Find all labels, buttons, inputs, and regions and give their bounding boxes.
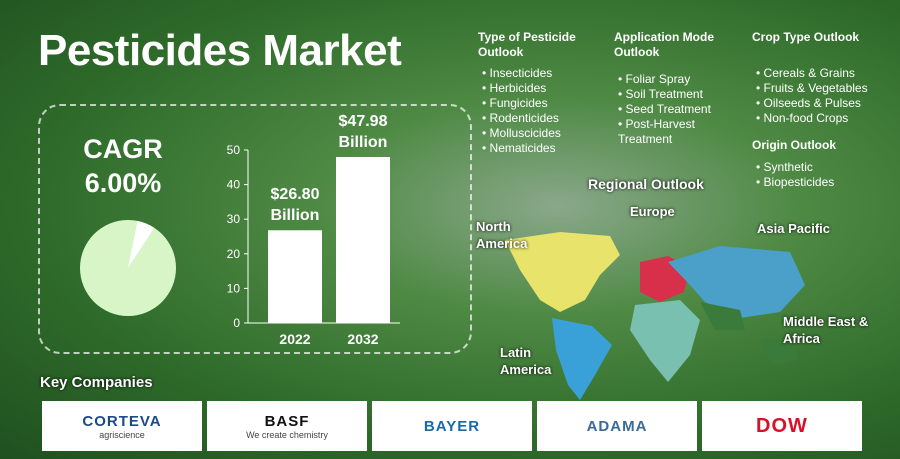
outlook-item: Fungicides bbox=[482, 96, 602, 111]
world-map bbox=[505, 232, 805, 400]
company-logo: CORTEVA agriscience bbox=[42, 401, 202, 451]
region-label: Asia Pacific bbox=[757, 221, 830, 236]
outlook-title: Application Mode Outlook bbox=[614, 30, 714, 59]
y-tick-label: 0 bbox=[233, 316, 240, 330]
company-name: DOW bbox=[756, 414, 808, 437]
map-south-america bbox=[552, 318, 612, 400]
outlook-item: Oilseeds & Pulses bbox=[756, 96, 876, 111]
outlook-item: Post-Harvest Treatment bbox=[618, 117, 738, 147]
region-label: Latin America bbox=[500, 345, 552, 377]
company-name: CORTEVA bbox=[82, 412, 162, 430]
cagr-label: CAGR bbox=[83, 134, 163, 164]
map-asia bbox=[668, 246, 805, 318]
region-label: Europe bbox=[630, 204, 675, 219]
outlook-title: Type of Pesticide Outlook bbox=[478, 30, 576, 59]
y-tick-label: 30 bbox=[227, 212, 241, 226]
title: Pesticides Market bbox=[38, 26, 402, 75]
company-tagline: agriscience bbox=[99, 429, 145, 440]
bar-value-label: $26.80 Billion bbox=[270, 186, 320, 225]
companies-title: Key Companies bbox=[40, 374, 153, 391]
y-tick-label: 40 bbox=[227, 178, 241, 192]
outlook-item: Herbicides bbox=[482, 81, 602, 96]
company-logo: BAYER bbox=[372, 401, 532, 451]
map-australia bbox=[760, 338, 798, 365]
y-tick-label: 20 bbox=[227, 247, 241, 261]
outlook-item: Biopesticides bbox=[756, 175, 876, 190]
outlook-item: Insecticides bbox=[482, 66, 602, 81]
company-logo: BASF We create chemistry bbox=[207, 401, 367, 451]
company-logo: DOW bbox=[702, 401, 862, 451]
y-tick-label: 10 bbox=[227, 281, 241, 295]
bar bbox=[336, 156, 390, 323]
outlook-item: Molluscicides bbox=[482, 126, 602, 141]
bar bbox=[268, 230, 322, 323]
y-tick-label: 50 bbox=[227, 143, 241, 157]
outlook-item: Fruits & Vegetables bbox=[756, 81, 876, 96]
outlook-title: Origin Outlook bbox=[752, 138, 836, 152]
outlook-item: Soil Treatment bbox=[618, 87, 738, 102]
x-tick-label: 2022 bbox=[279, 331, 310, 347]
outlook-item: Seed Treatment bbox=[618, 102, 738, 117]
company-name: BAYER bbox=[423, 417, 481, 435]
company-name: BASF bbox=[264, 412, 310, 430]
company-logo: ADAMA bbox=[537, 401, 697, 451]
cagr-value: 6.00% bbox=[84, 168, 162, 198]
region-label: Middle East & Africa bbox=[783, 314, 869, 346]
x-tick-label: 2032 bbox=[347, 331, 378, 347]
outlook-item: Cereals & Grains bbox=[756, 66, 876, 81]
outlook-item: Rodenticides bbox=[482, 111, 602, 126]
company-tagline: We create chemistry bbox=[246, 429, 328, 440]
outlook-item: Non-food Crops bbox=[756, 111, 876, 126]
company-name: ADAMA bbox=[586, 417, 648, 435]
outlook-item: Synthetic bbox=[756, 160, 876, 175]
pie-slice bbox=[128, 220, 155, 268]
outlook-item: Nematicides bbox=[482, 141, 602, 156]
stats-frame bbox=[38, 104, 472, 354]
regional-title: Regional Outlook bbox=[588, 176, 704, 192]
map-middle-east bbox=[700, 302, 745, 330]
outlook-title: Crop Type Outlook bbox=[752, 30, 860, 44]
map-north-america bbox=[505, 232, 620, 312]
map-africa bbox=[630, 300, 700, 382]
outlook-item: Foliar Spray bbox=[618, 72, 738, 87]
bar-value-label: $47.98 Billion bbox=[338, 112, 388, 151]
region-label: North America bbox=[476, 219, 528, 251]
